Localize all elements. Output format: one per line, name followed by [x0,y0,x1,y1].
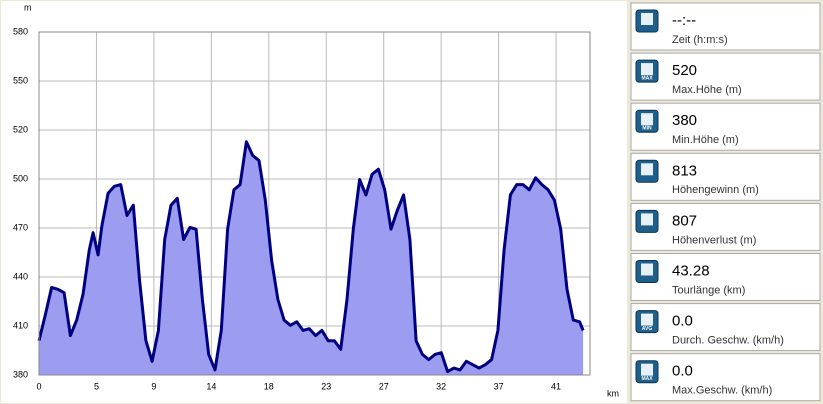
y-tick-label: 500 [13,173,28,183]
x-tick-label: 27 [379,381,389,391]
x-tick-label: 23 [321,381,331,391]
stat-value: 0.0 [672,363,693,380]
stat-label: Durch. Geschw. (km/h) [672,335,784,347]
area [39,141,584,375]
y-tick-label: 410 [13,320,28,330]
x-tick-label: 41 [551,381,561,391]
stat-icon-inner [641,13,653,25]
stat-card [630,303,821,352]
stat-label: Höhengewinn (m) [672,184,759,196]
stat-icon-inner [641,113,653,126]
line [37,140,585,374]
icon-label: MAX [641,75,653,81]
stat-card [630,52,821,101]
y-tick-label: 380 [13,369,28,379]
icon-label: AVG [642,326,653,332]
stat-icon-inner [641,313,653,326]
y-tick-label: 520 [13,124,28,134]
stat-icon-inner [641,363,653,376]
x-tick-label: 37 [494,381,504,391]
stat-value: 520 [672,62,697,79]
stat-card [630,152,821,201]
x-tick-label: 0 [36,381,41,391]
y-tick-label: 580 [13,26,28,36]
y-tick-label: 440 [13,271,28,281]
stat-label: Max.Höhe (m) [672,84,742,96]
stat-card [630,353,821,402]
stat-value: 43.28 [672,262,710,279]
stat-label: Zeit (h:m:s) [672,34,728,46]
stat-label: Min.Höhe (m) [672,134,739,146]
stats-panel: --:-- Zeit (h:m:s) MAX 520 Max.Höhe (m) MIN 38… [630,2,821,402]
stat-card [630,102,821,151]
stat-icon-inner [641,213,653,226]
stat-value: --:-- [672,12,696,29]
stat-value: 813 [672,162,697,179]
y-unit: m [24,2,32,12]
x-tick-label: 14 [206,381,216,391]
stat-label: Tourlänge (km) [672,284,745,296]
plot-border [38,31,591,376]
stat-icon-inner [641,263,653,276]
stat-value: 807 [672,212,697,229]
y-tick-label: 470 [13,222,28,232]
icon-label: MIN [642,126,652,132]
x-tick-label: 9 [151,381,156,391]
x-tick-label: 18 [264,381,274,391]
stat-icon-inner [641,163,653,176]
x-tick-label: 5 [94,381,99,391]
y-tick-label: 550 [13,75,28,85]
stat-card [630,253,821,301]
x-tick-label: 32 [436,381,446,391]
x-unit: km [607,388,619,398]
stat-value: 0.0 [672,313,693,330]
stat-icon-inner [641,63,653,76]
icon-label: MAX [641,376,653,382]
stat-label: Max.Geschw. (km/h) [672,385,772,397]
stat-card [630,202,821,251]
stat-card [630,2,821,51]
stat-label: Höhenverlust (m) [672,234,756,246]
stat-value: 380 [672,112,697,129]
